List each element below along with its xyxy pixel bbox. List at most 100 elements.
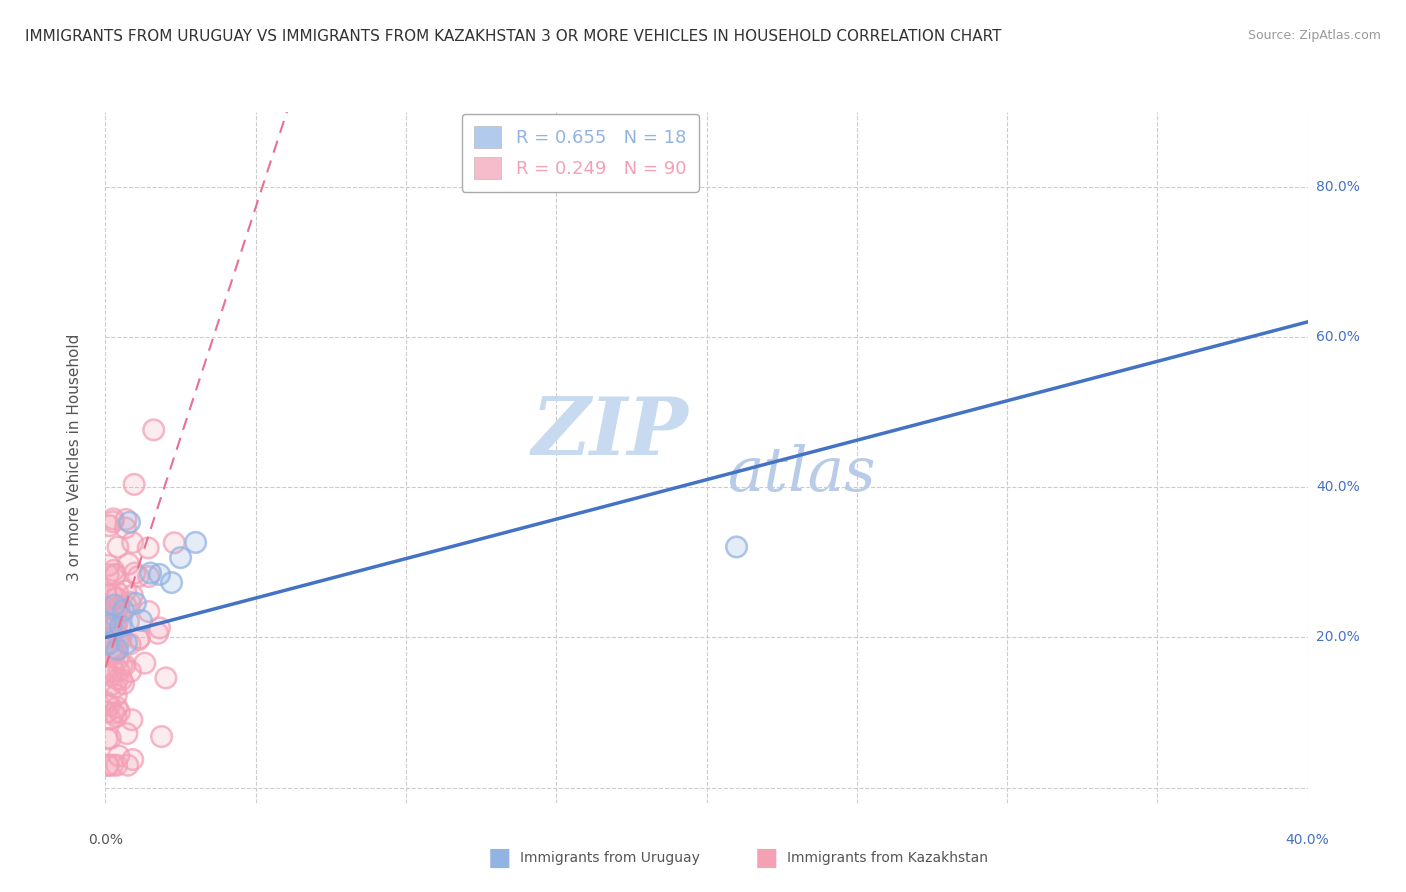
Text: Immigrants from Uruguay: Immigrants from Uruguay xyxy=(520,851,700,865)
Point xyxy=(124,566,146,580)
Point xyxy=(184,535,207,549)
Point xyxy=(100,646,122,660)
Point xyxy=(127,569,149,583)
Point xyxy=(155,671,177,685)
Point xyxy=(101,631,124,645)
Point xyxy=(131,614,153,628)
Point xyxy=(155,671,177,685)
Point xyxy=(105,758,128,772)
Point xyxy=(98,698,121,713)
Point xyxy=(121,589,143,603)
Point xyxy=(100,678,122,692)
Point xyxy=(101,631,124,645)
Point xyxy=(114,583,136,598)
Point xyxy=(117,557,139,571)
Text: Immigrants from Kazakhstan: Immigrants from Kazakhstan xyxy=(787,851,988,865)
Point xyxy=(725,540,748,554)
Point xyxy=(100,668,122,682)
Point xyxy=(103,664,125,678)
Point xyxy=(121,589,143,603)
Point xyxy=(115,512,138,526)
Point xyxy=(169,550,191,565)
Point xyxy=(104,647,127,661)
Point xyxy=(128,632,150,647)
Point xyxy=(115,636,138,650)
Point xyxy=(104,591,127,605)
Text: atlas: atlas xyxy=(728,444,877,504)
Point xyxy=(105,591,128,606)
Point xyxy=(101,643,124,657)
Point xyxy=(105,643,128,657)
Point xyxy=(97,567,120,582)
Point xyxy=(98,612,121,626)
Point xyxy=(98,731,121,746)
Point xyxy=(103,512,125,526)
Point xyxy=(111,658,134,673)
Point xyxy=(150,730,173,744)
Point xyxy=(107,672,129,686)
Point xyxy=(110,632,132,647)
Point xyxy=(101,607,124,622)
Point xyxy=(98,518,121,533)
Point xyxy=(105,603,128,617)
Point xyxy=(118,515,141,529)
Point xyxy=(94,637,117,651)
Point xyxy=(142,423,165,437)
Point xyxy=(108,630,131,644)
Point xyxy=(139,566,162,580)
Point xyxy=(112,676,135,690)
Point xyxy=(105,700,128,714)
Text: 80.0%: 80.0% xyxy=(1316,179,1360,194)
Point xyxy=(107,585,129,599)
Point xyxy=(118,595,141,609)
Point xyxy=(97,558,120,573)
Y-axis label: 3 or more Vehicles in Household: 3 or more Vehicles in Household xyxy=(67,334,82,581)
Point xyxy=(104,591,127,605)
Point xyxy=(101,515,124,529)
Point xyxy=(138,569,160,583)
Point xyxy=(105,627,128,641)
Point xyxy=(118,637,141,651)
Point xyxy=(184,535,207,549)
Point xyxy=(96,696,118,710)
Point xyxy=(98,712,121,726)
Point xyxy=(104,619,127,633)
Point xyxy=(104,567,127,582)
Point xyxy=(94,587,117,601)
Point xyxy=(124,566,146,580)
Point xyxy=(103,598,125,612)
Point xyxy=(97,758,120,772)
Point xyxy=(97,558,120,573)
Point xyxy=(100,678,122,692)
Text: 40.0%: 40.0% xyxy=(1285,833,1330,847)
Point xyxy=(163,536,186,550)
Point xyxy=(148,567,170,582)
Point xyxy=(108,599,131,614)
Point xyxy=(101,758,124,772)
Point xyxy=(103,601,125,615)
Point xyxy=(124,596,146,610)
Point xyxy=(121,752,143,766)
Point xyxy=(103,512,125,526)
Point xyxy=(103,664,125,678)
Point xyxy=(105,615,128,630)
Point xyxy=(148,621,170,635)
Point xyxy=(96,731,118,746)
Point xyxy=(160,575,183,590)
Point xyxy=(108,705,131,719)
Point xyxy=(104,619,127,633)
Point xyxy=(100,646,122,660)
Point xyxy=(118,595,141,609)
Point xyxy=(118,515,141,529)
Point xyxy=(105,688,128,702)
Point xyxy=(97,758,120,772)
Point xyxy=(105,688,128,702)
Point xyxy=(128,631,150,645)
Point xyxy=(150,730,173,744)
Point xyxy=(98,612,121,626)
Text: Source: ZipAtlas.com: Source: ZipAtlas.com xyxy=(1247,29,1381,42)
Point xyxy=(107,664,129,678)
Point xyxy=(128,632,150,647)
Point xyxy=(115,512,138,526)
Point xyxy=(112,603,135,617)
